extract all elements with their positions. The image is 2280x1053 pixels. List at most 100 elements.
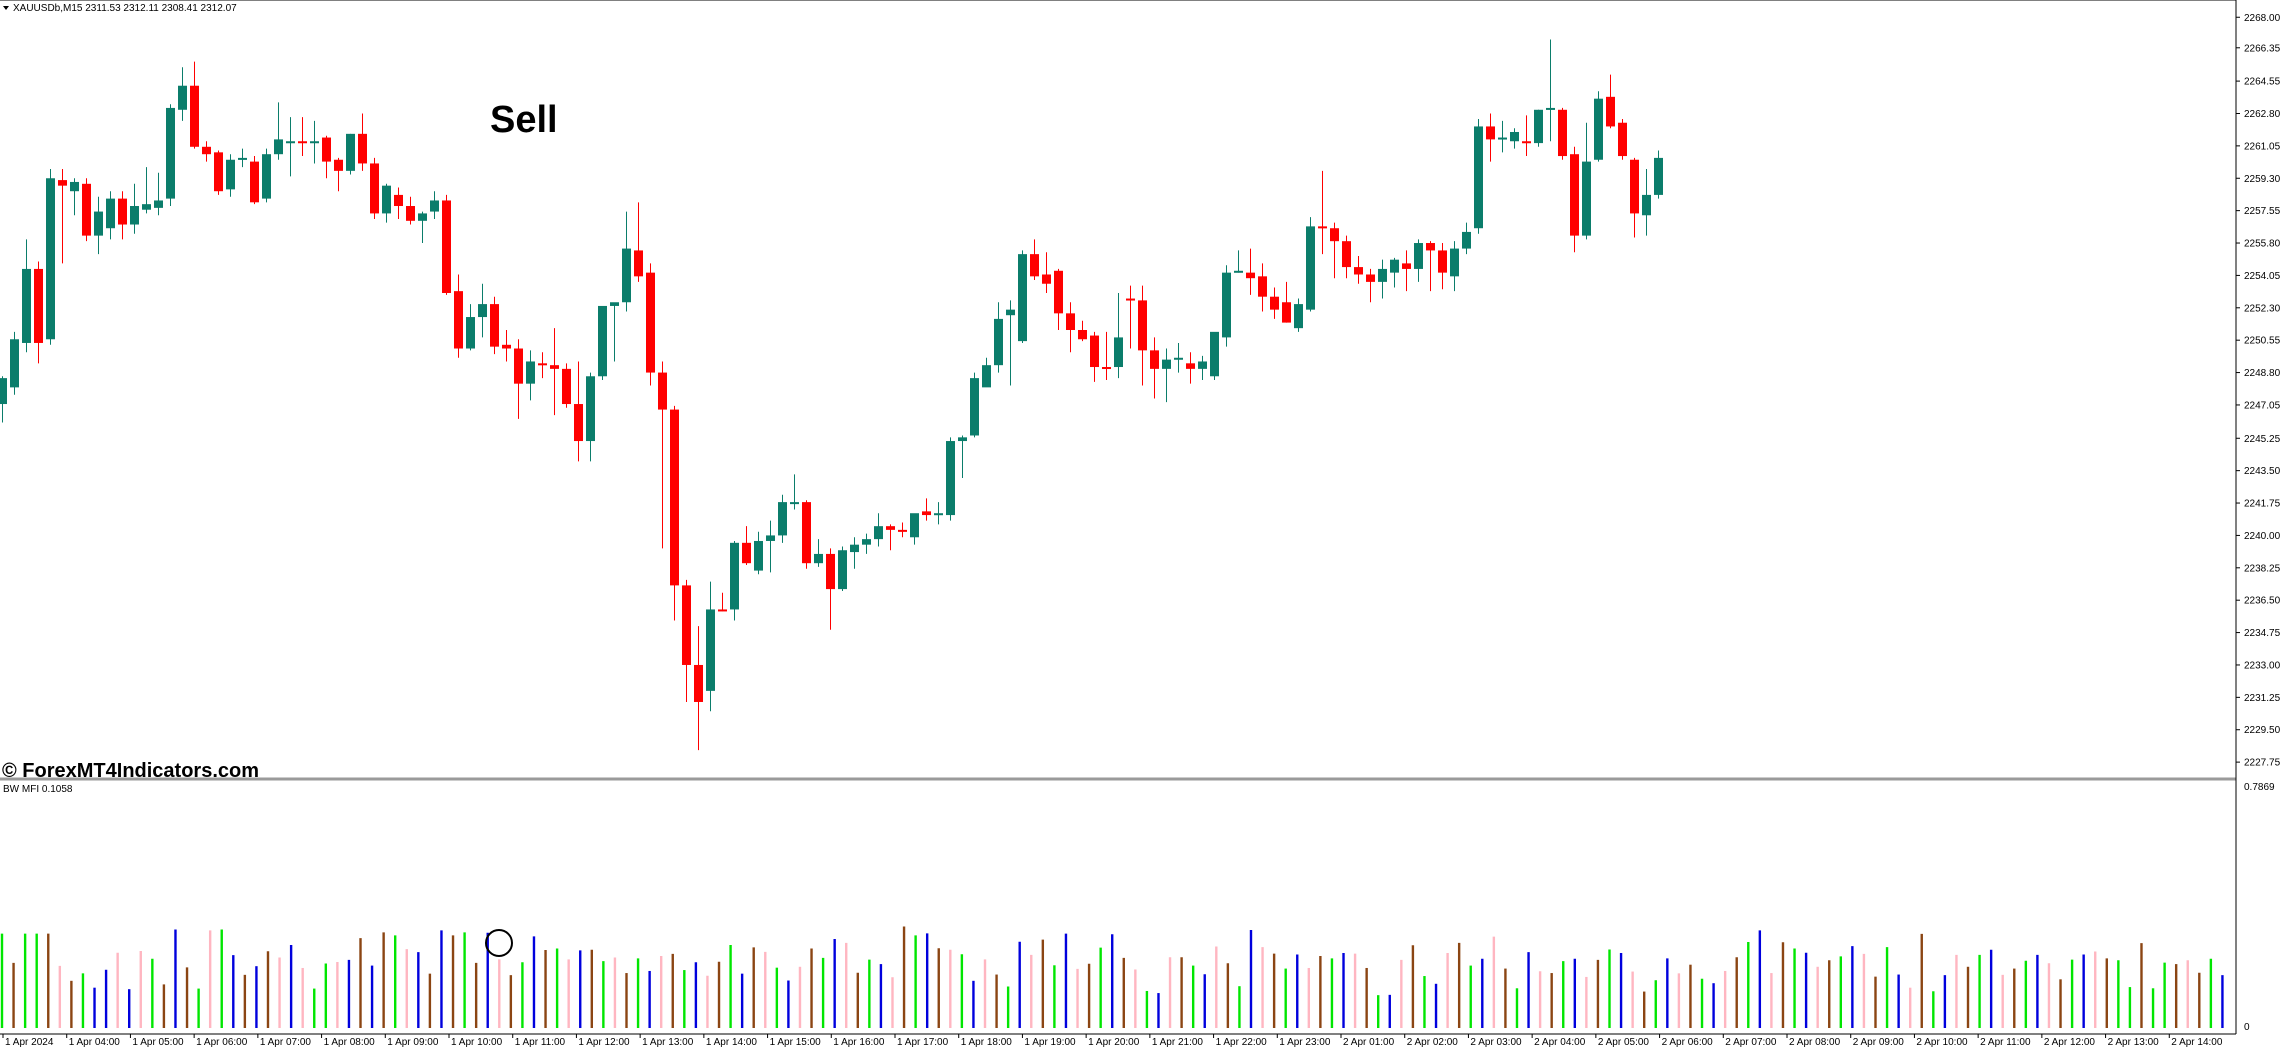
candle-body [1366, 274, 1375, 282]
candle [1546, 39, 1555, 142]
candle-body [1114, 337, 1123, 368]
price-axis-label: 2234.75 [2244, 628, 2280, 639]
candle-body [802, 502, 811, 564]
candle-body [1018, 254, 1027, 342]
candle [1030, 239, 1039, 281]
candle-body [34, 268, 43, 343]
candle-body [1102, 367, 1111, 370]
candle [1498, 120, 1507, 153]
price-axis-label: 2259.30 [2244, 174, 2280, 185]
candle [670, 405, 679, 621]
candle [118, 191, 127, 240]
candle-body [826, 553, 835, 590]
time-axis-label: 1 Apr 17:00 [897, 1037, 949, 1048]
candle-body [190, 85, 199, 147]
candle [1126, 285, 1135, 349]
candle [766, 520, 775, 573]
candle-body [1630, 159, 1639, 214]
candle-body [1642, 194, 1651, 216]
candle-body [694, 664, 703, 702]
candle [550, 328, 559, 416]
candle-body [1558, 109, 1567, 157]
candle-body [586, 376, 595, 442]
candle-body [490, 304, 499, 347]
time-axis-label: 2 Apr 02:00 [1407, 1037, 1459, 1048]
time-axis-label: 2 Apr 01:00 [1343, 1037, 1395, 1048]
candle-body [502, 344, 511, 349]
candle-body [1078, 330, 1087, 340]
candle [1138, 285, 1147, 386]
price-axis-label: 2247.05 [2244, 400, 2280, 411]
price-axis-label: 2268.00 [2244, 13, 2280, 24]
candle-body [238, 157, 247, 160]
candle-body [370, 163, 379, 214]
candle-body [10, 339, 19, 388]
candle [1066, 302, 1075, 353]
candle-body [358, 133, 367, 164]
candle [1222, 265, 1231, 347]
candle [1390, 257, 1399, 288]
candle [454, 274, 463, 358]
symbol-dropdown-icon[interactable] [3, 6, 9, 10]
candle-body [1606, 96, 1615, 127]
time-axis-label: 2 Apr 13:00 [2108, 1037, 2160, 1048]
time-axis-label: 2 Apr 12:00 [2044, 1037, 2096, 1048]
candle [910, 513, 919, 545]
candle [1558, 107, 1567, 160]
candle-body [394, 194, 403, 207]
candle [1366, 268, 1375, 303]
time-axis-label: 1 Apr 14:00 [706, 1037, 758, 1048]
price-pane[interactable] [0, 39, 1663, 751]
candle-body [286, 141, 295, 144]
candle-body [310, 141, 319, 144]
time-axis-label: 1 Apr 11:00 [515, 1037, 566, 1048]
time-axis-label: 1 Apr 09:00 [387, 1037, 439, 1048]
candle [994, 302, 1003, 373]
candle [502, 330, 511, 362]
candle-body [1198, 361, 1207, 369]
candle-body [718, 609, 727, 612]
candle [274, 102, 283, 160]
candle-body [1294, 304, 1303, 329]
candle-body [1006, 309, 1015, 316]
time-axis-label: 1 Apr 21:00 [1152, 1037, 1204, 1048]
candle [1378, 259, 1387, 299]
candle [418, 211, 427, 244]
candle-body [1162, 359, 1171, 369]
price-axis-label: 2245.25 [2244, 434, 2280, 445]
candle [982, 357, 991, 388]
candle [958, 435, 967, 479]
candle [442, 194, 451, 295]
candle-body [1462, 231, 1471, 249]
candle [850, 537, 859, 569]
candle-body [706, 609, 715, 691]
candle-body [1510, 131, 1519, 142]
candle-body [658, 372, 667, 410]
candle [250, 156, 259, 205]
candle-body [1486, 126, 1495, 140]
price-axis-label: 2264.55 [2244, 77, 2280, 88]
candle-body [862, 539, 871, 545]
candle [154, 172, 163, 216]
candle [1258, 263, 1267, 312]
candle [1210, 331, 1219, 380]
candle [1294, 298, 1303, 332]
candle [934, 502, 943, 525]
candle [214, 150, 223, 195]
indicator-zero-label: 0 [2244, 1022, 2250, 1033]
candle [238, 148, 247, 168]
candle-body [166, 107, 175, 199]
candle-body [430, 200, 439, 212]
candle [742, 526, 751, 566]
indicator-label: BW MFI 0.1058 [3, 784, 73, 795]
candle-body [94, 211, 103, 236]
candle [514, 339, 523, 419]
mfi-indicator-pane[interactable] [0, 926, 2224, 1028]
candle-body [838, 550, 847, 590]
candle-body [82, 183, 91, 236]
candle-body [1498, 137, 1507, 140]
candle-body [1474, 126, 1483, 229]
candle [94, 196, 103, 255]
